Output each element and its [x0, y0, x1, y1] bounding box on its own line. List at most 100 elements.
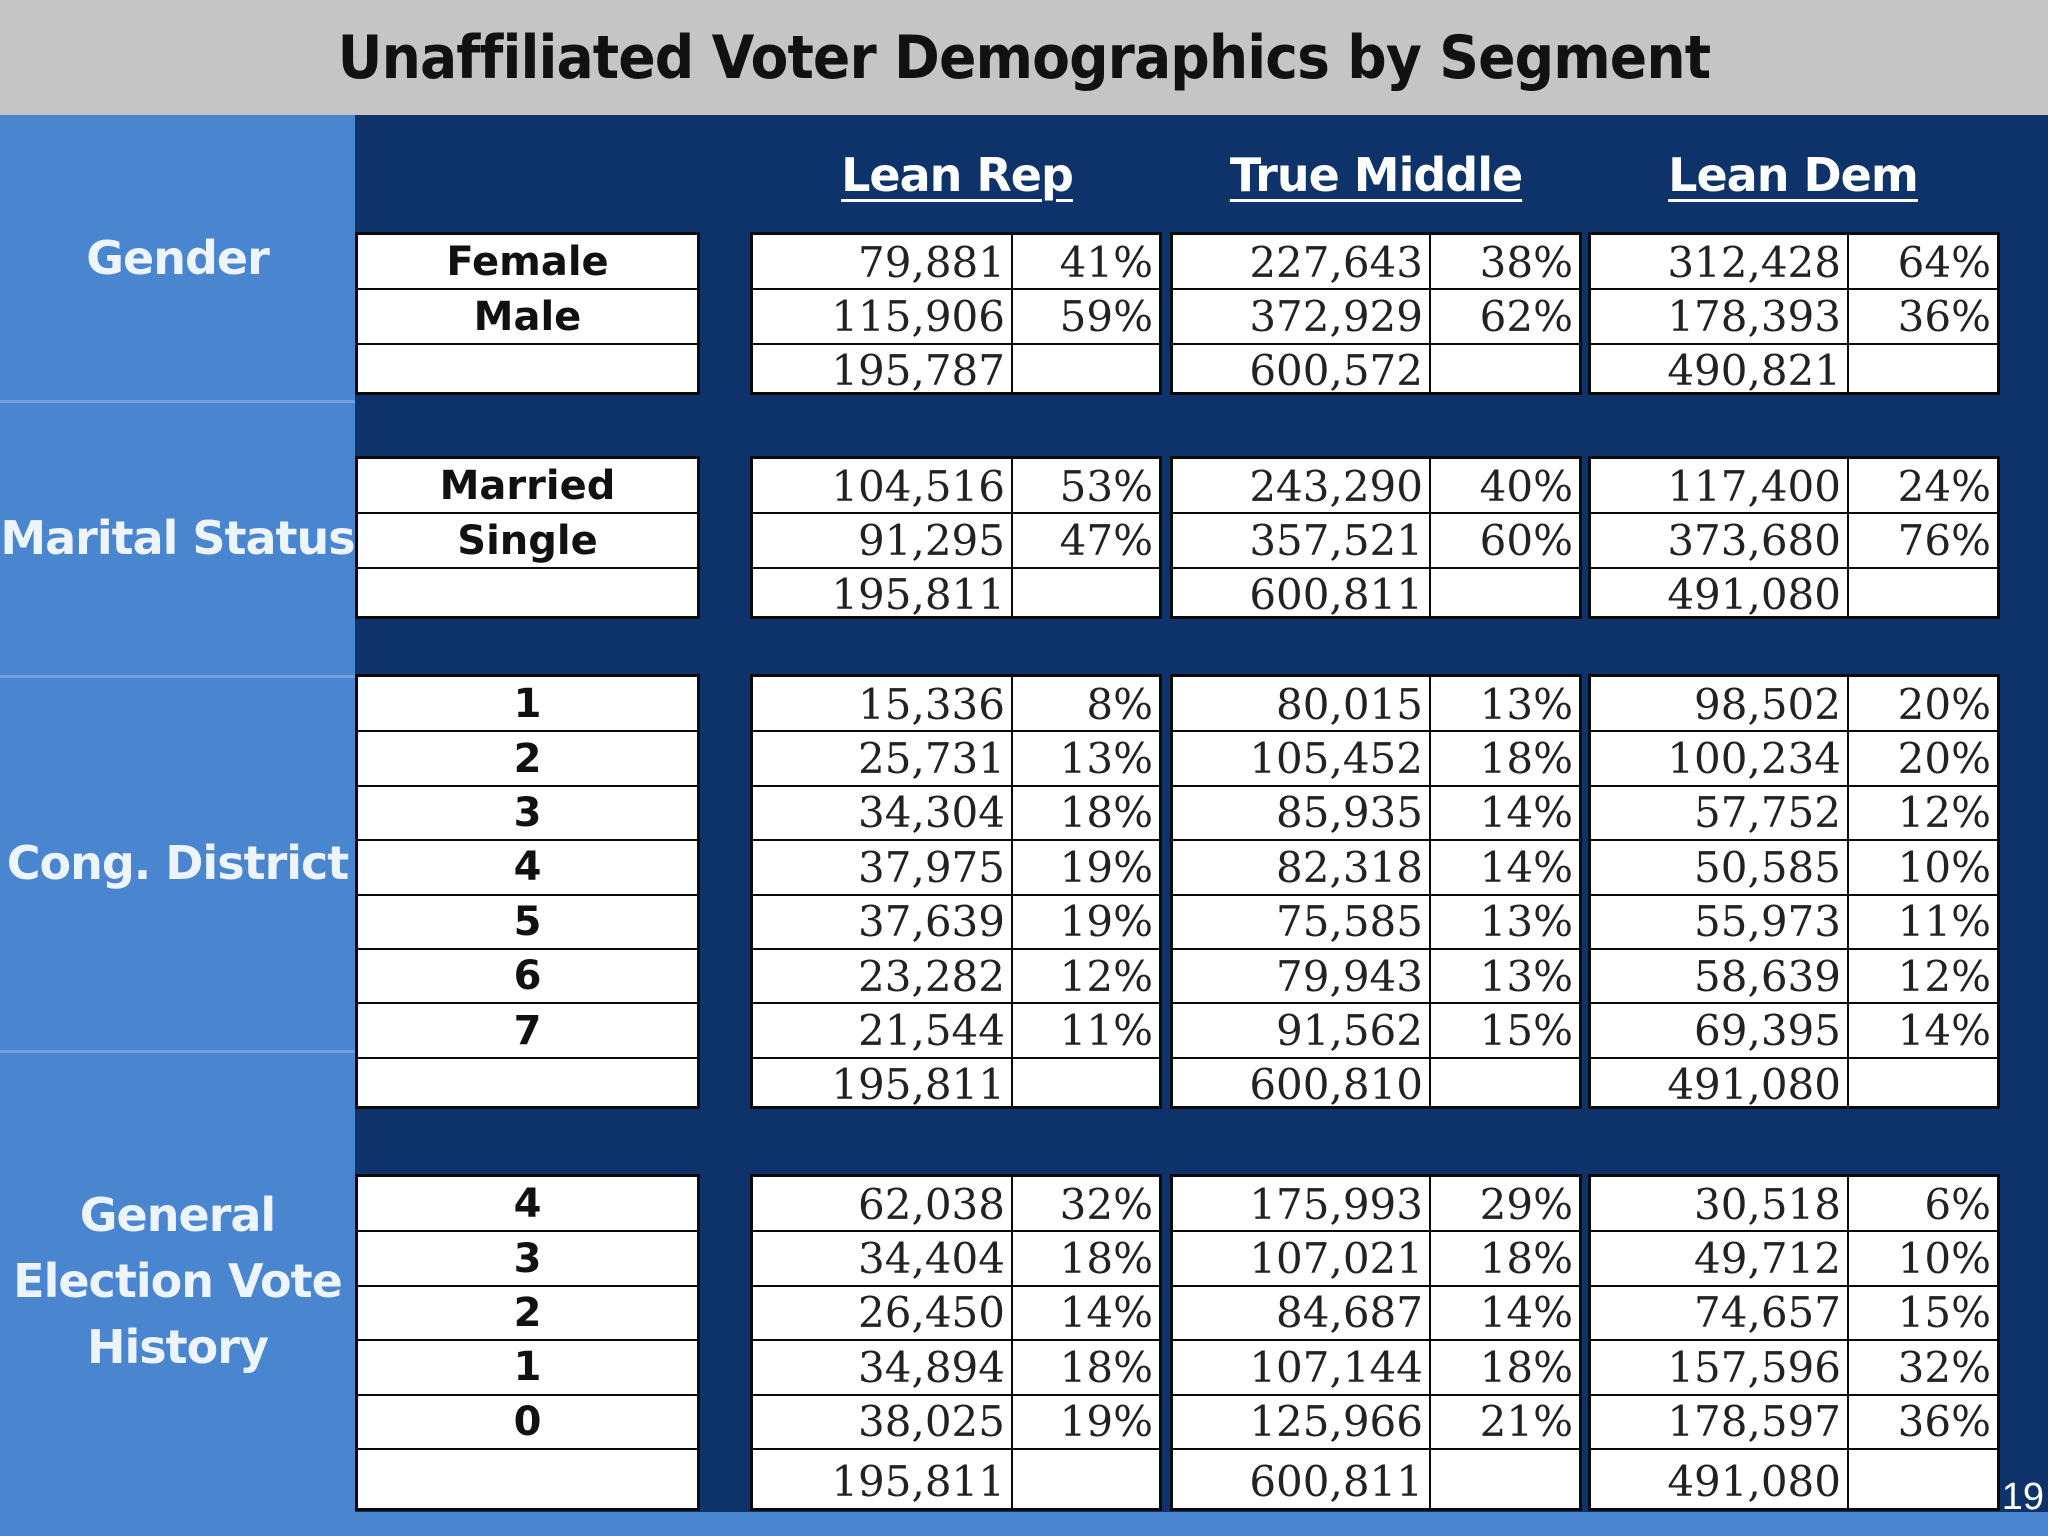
row-divider — [1591, 288, 1997, 291]
row-divider — [1173, 839, 1579, 842]
total-cell: 600,811 — [1249, 570, 1423, 620]
column-header-true-middle: True Middle — [1229, 148, 1523, 202]
section-label-column — [0, 115, 355, 1536]
percent-cell — [1431, 344, 1579, 398]
percent-cell: 8% — [1086, 679, 1153, 729]
count-cell: 372,929 — [1249, 292, 1423, 342]
row-divider — [358, 1448, 697, 1450]
category-cell: 7 — [513, 1007, 542, 1054]
count-cell: 107,021 — [1249, 1234, 1423, 1284]
row-divider — [1173, 566, 1579, 569]
category-cell — [358, 1058, 697, 1112]
percent-cell: 18% — [1059, 1234, 1153, 1284]
percent-cell: 11% — [1059, 1006, 1153, 1056]
row-divider — [358, 1056, 697, 1059]
column-header-lean-dem: Lean Dem — [1668, 148, 1919, 202]
count-cell: 34,304 — [858, 788, 1005, 838]
title-bar: Unaffiliated Voter Demographics by Segme… — [0, 0, 2048, 115]
percent-cell — [1013, 344, 1159, 398]
segment-table-true-middle: 175,993 29% 107,021 18% 84,687 14% 107,144 18% 1… — [1170, 1174, 1582, 1511]
row-divider — [1591, 839, 1997, 842]
row-divider — [753, 730, 1159, 733]
section-divider — [0, 1050, 355, 1053]
section-label-3: Cong. District — [0, 675, 355, 1050]
category-cell: 3 — [513, 1235, 542, 1282]
category-table: 1 2 3 4 5 6 7 — [355, 674, 700, 1112]
count-cell: 49,712 — [1694, 1234, 1841, 1284]
count-cell: 79,943 — [1276, 951, 1423, 1001]
percent-cell — [1013, 1058, 1159, 1112]
column-divider — [1429, 235, 1431, 393]
page-title: Unaffiliated Voter Demographics by Segme… — [337, 22, 1711, 93]
row-divider — [1173, 342, 1579, 345]
category-cell: 6 — [513, 953, 542, 1000]
percent-cell: 18% — [1479, 1342, 1573, 1392]
row-divider — [1173, 1230, 1579, 1233]
total-cell: 195,811 — [831, 1060, 1005, 1110]
category-cell: 4 — [513, 844, 542, 891]
percent-cell: 13% — [1479, 951, 1573, 1001]
percent-cell: 18% — [1059, 788, 1153, 838]
percent-cell — [1849, 1449, 1997, 1514]
category-cell: 0 — [513, 1398, 542, 1445]
percent-cell: 24% — [1897, 461, 1991, 511]
percent-cell: 36% — [1897, 292, 1991, 342]
total-cell: 600,810 — [1249, 1060, 1423, 1110]
percent-cell: 13% — [1479, 897, 1573, 947]
row-divider — [358, 288, 697, 291]
section-label-text: Gender — [86, 230, 270, 285]
category-cell: Single — [457, 517, 598, 564]
row-divider — [753, 1230, 1159, 1233]
percent-cell: 6% — [1924, 1179, 1991, 1229]
count-cell: 50,585 — [1694, 842, 1841, 892]
percent-cell: 14% — [1897, 1006, 1991, 1056]
percent-cell: 41% — [1059, 237, 1153, 287]
percent-cell: 12% — [1897, 788, 1991, 838]
section-label-line: History — [87, 1320, 269, 1374]
section-label-line: General — [79, 1188, 276, 1242]
row-divider — [1591, 512, 1997, 515]
percent-cell: 53% — [1059, 461, 1153, 511]
row-divider — [1173, 1393, 1579, 1396]
row-divider — [753, 1056, 1159, 1059]
row-divider — [1591, 566, 1997, 569]
segment-table-true-middle: 227,643 38% 372,929 62% 600,572 — [1170, 232, 1582, 395]
row-divider — [1173, 1056, 1579, 1059]
percent-cell: 18% — [1059, 1342, 1153, 1392]
category-cell: 4 — [513, 1181, 542, 1228]
count-cell: 91,562 — [1276, 1006, 1423, 1056]
percent-cell: 20% — [1897, 734, 1991, 784]
total-cell: 491,080 — [1667, 570, 1841, 620]
percent-cell: 19% — [1059, 897, 1153, 947]
row-divider — [1173, 1284, 1579, 1287]
total-cell: 195,811 — [831, 1457, 1005, 1506]
column-divider — [1429, 459, 1431, 617]
category-cell — [358, 1449, 697, 1514]
percent-cell: 60% — [1479, 516, 1573, 566]
count-cell: 26,450 — [858, 1288, 1005, 1338]
total-cell: 195,811 — [831, 570, 1005, 620]
segment-table-lean-dem: 98,502 20% 100,234 20% 57,752 12% 50,585 10% 55,… — [1588, 674, 2000, 1109]
category-cell: 5 — [513, 898, 542, 945]
percent-cell — [1849, 344, 1997, 398]
row-divider — [1173, 893, 1579, 896]
row-divider — [1591, 1339, 1997, 1342]
segment-table-lean-dem: 312,428 64% 178,393 36% 490,821 — [1588, 232, 2000, 395]
row-divider — [358, 342, 697, 345]
column-divider — [1011, 677, 1013, 1107]
category-cell: 1 — [513, 1344, 542, 1391]
column-divider — [1847, 459, 1849, 617]
row-divider — [1591, 730, 1997, 733]
count-cell: 357,521 — [1249, 516, 1423, 566]
percent-cell: 62% — [1479, 292, 1573, 342]
count-cell: 80,015 — [1276, 679, 1423, 729]
total-cell: 600,811 — [1249, 1457, 1423, 1506]
count-cell: 105,452 — [1249, 734, 1423, 784]
section-label-text: Cong. District — [6, 835, 350, 890]
count-cell: 107,144 — [1249, 1342, 1423, 1392]
percent-cell: 11% — [1897, 897, 1991, 947]
row-divider — [1591, 784, 1997, 787]
segment-table-lean-dem: 117,400 24% 373,680 76% 491,080 — [1588, 456, 2000, 619]
count-cell: 37,975 — [858, 842, 1005, 892]
category-table: Married Single — [355, 456, 700, 620]
